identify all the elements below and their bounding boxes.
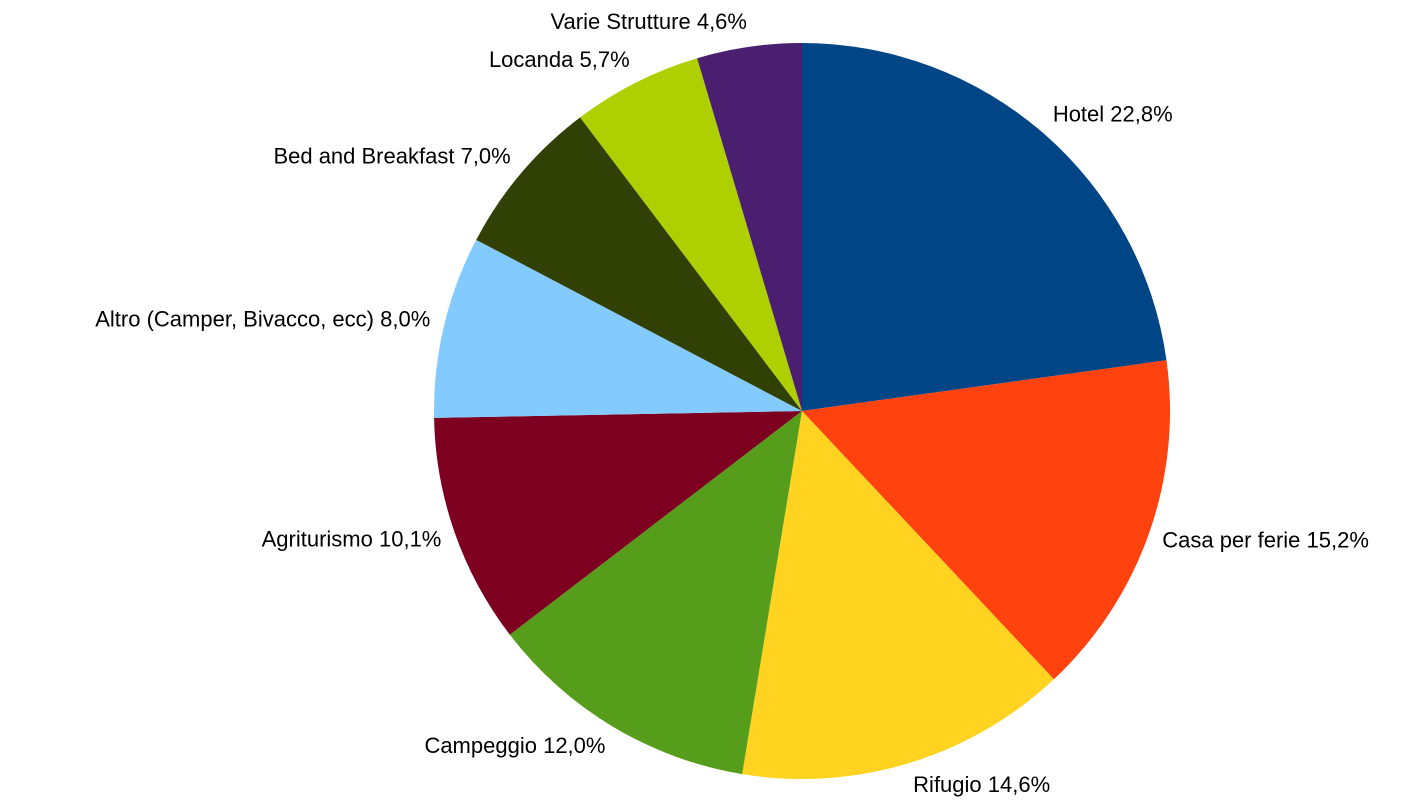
data-label: Hotel 22,8% bbox=[1053, 101, 1173, 126]
data-label: Varie Strutture 4,6% bbox=[550, 9, 747, 34]
value-label: 5,7% bbox=[579, 47, 629, 72]
category-label: Agriturismo bbox=[262, 526, 373, 551]
pie-slice bbox=[509, 411, 802, 775]
category-label: Hotel bbox=[1053, 101, 1104, 126]
value-label: 4,6% bbox=[697, 9, 747, 34]
data-label: Campeggio 12,0% bbox=[424, 733, 605, 758]
value-label: 12,0% bbox=[543, 733, 605, 758]
value-label: 15,2% bbox=[1307, 527, 1369, 552]
data-label: Casa per ferie 15,2% bbox=[1162, 527, 1369, 552]
value-label: 22,8% bbox=[1110, 101, 1172, 126]
category-label: Altro (Camper, Bivacco, ecc) bbox=[95, 306, 374, 331]
category-label: Rifugio bbox=[913, 772, 981, 797]
value-label: 8,0% bbox=[380, 306, 430, 331]
category-label: Casa per ferie bbox=[1162, 527, 1300, 552]
pie-slice bbox=[802, 43, 1167, 411]
data-label: Agriturismo 10,1% bbox=[262, 526, 442, 551]
category-label: Campeggio bbox=[424, 733, 537, 758]
pie-slice bbox=[476, 117, 802, 411]
data-label: Locanda 5,7% bbox=[489, 47, 630, 72]
category-label: Varie Strutture bbox=[550, 9, 690, 34]
pie-slice bbox=[697, 43, 802, 411]
value-label: 10,1% bbox=[379, 526, 441, 551]
category-label: Locanda bbox=[489, 47, 574, 72]
pie-slice bbox=[742, 411, 1054, 779]
category-label: Bed and Breakfast bbox=[273, 143, 454, 168]
pie-slice bbox=[802, 360, 1170, 680]
pie-slice bbox=[580, 58, 802, 412]
value-label: 7,0% bbox=[461, 143, 511, 168]
pie-slice bbox=[434, 239, 802, 418]
data-label: Altro (Camper, Bivacco, ecc) 8,0% bbox=[95, 306, 430, 331]
data-label: Rifugio 14,6% bbox=[913, 772, 1050, 797]
pie-slice bbox=[434, 411, 802, 635]
value-label: 14,6% bbox=[988, 772, 1050, 797]
data-label: Bed and Breakfast 7,0% bbox=[273, 143, 510, 168]
